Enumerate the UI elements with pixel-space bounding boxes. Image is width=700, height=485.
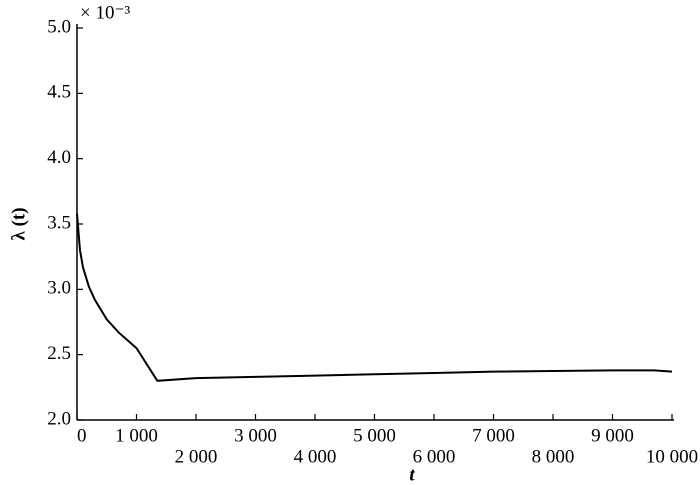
- y-tick-label: 3.0: [47, 278, 71, 299]
- data-line: [76, 213, 673, 382]
- y-tick-label: 4.0: [47, 147, 71, 168]
- x-tick-label: 1 000: [115, 425, 158, 446]
- x-tick-label: 8 000: [532, 446, 575, 467]
- y-tick-label: 5.0: [47, 16, 71, 37]
- y-multiplier: × 10⁻³: [80, 2, 130, 23]
- y-axis-label: λ (t): [8, 207, 29, 240]
- y-tick-label: 2.0: [47, 408, 71, 429]
- x-tick-label: 7 000: [472, 425, 515, 446]
- y-tick-label: 3.5: [47, 212, 71, 233]
- x-axis-label: t: [409, 464, 415, 485]
- x-tick-label: 10 000: [646, 446, 698, 467]
- x-tick-label: 3 000: [234, 425, 277, 446]
- x-tick-label: 0: [77, 425, 87, 446]
- x-tick-label: 2 000: [175, 446, 218, 467]
- y-tick-label: 4.5: [47, 82, 71, 103]
- x-tick-label: 6 000: [413, 446, 456, 467]
- y-tick-label: 2.5: [47, 343, 71, 364]
- x-tick-label: 4 000: [294, 446, 337, 467]
- x-tick-label: 5 000: [353, 425, 396, 446]
- x-tick-label: 9 000: [591, 425, 634, 446]
